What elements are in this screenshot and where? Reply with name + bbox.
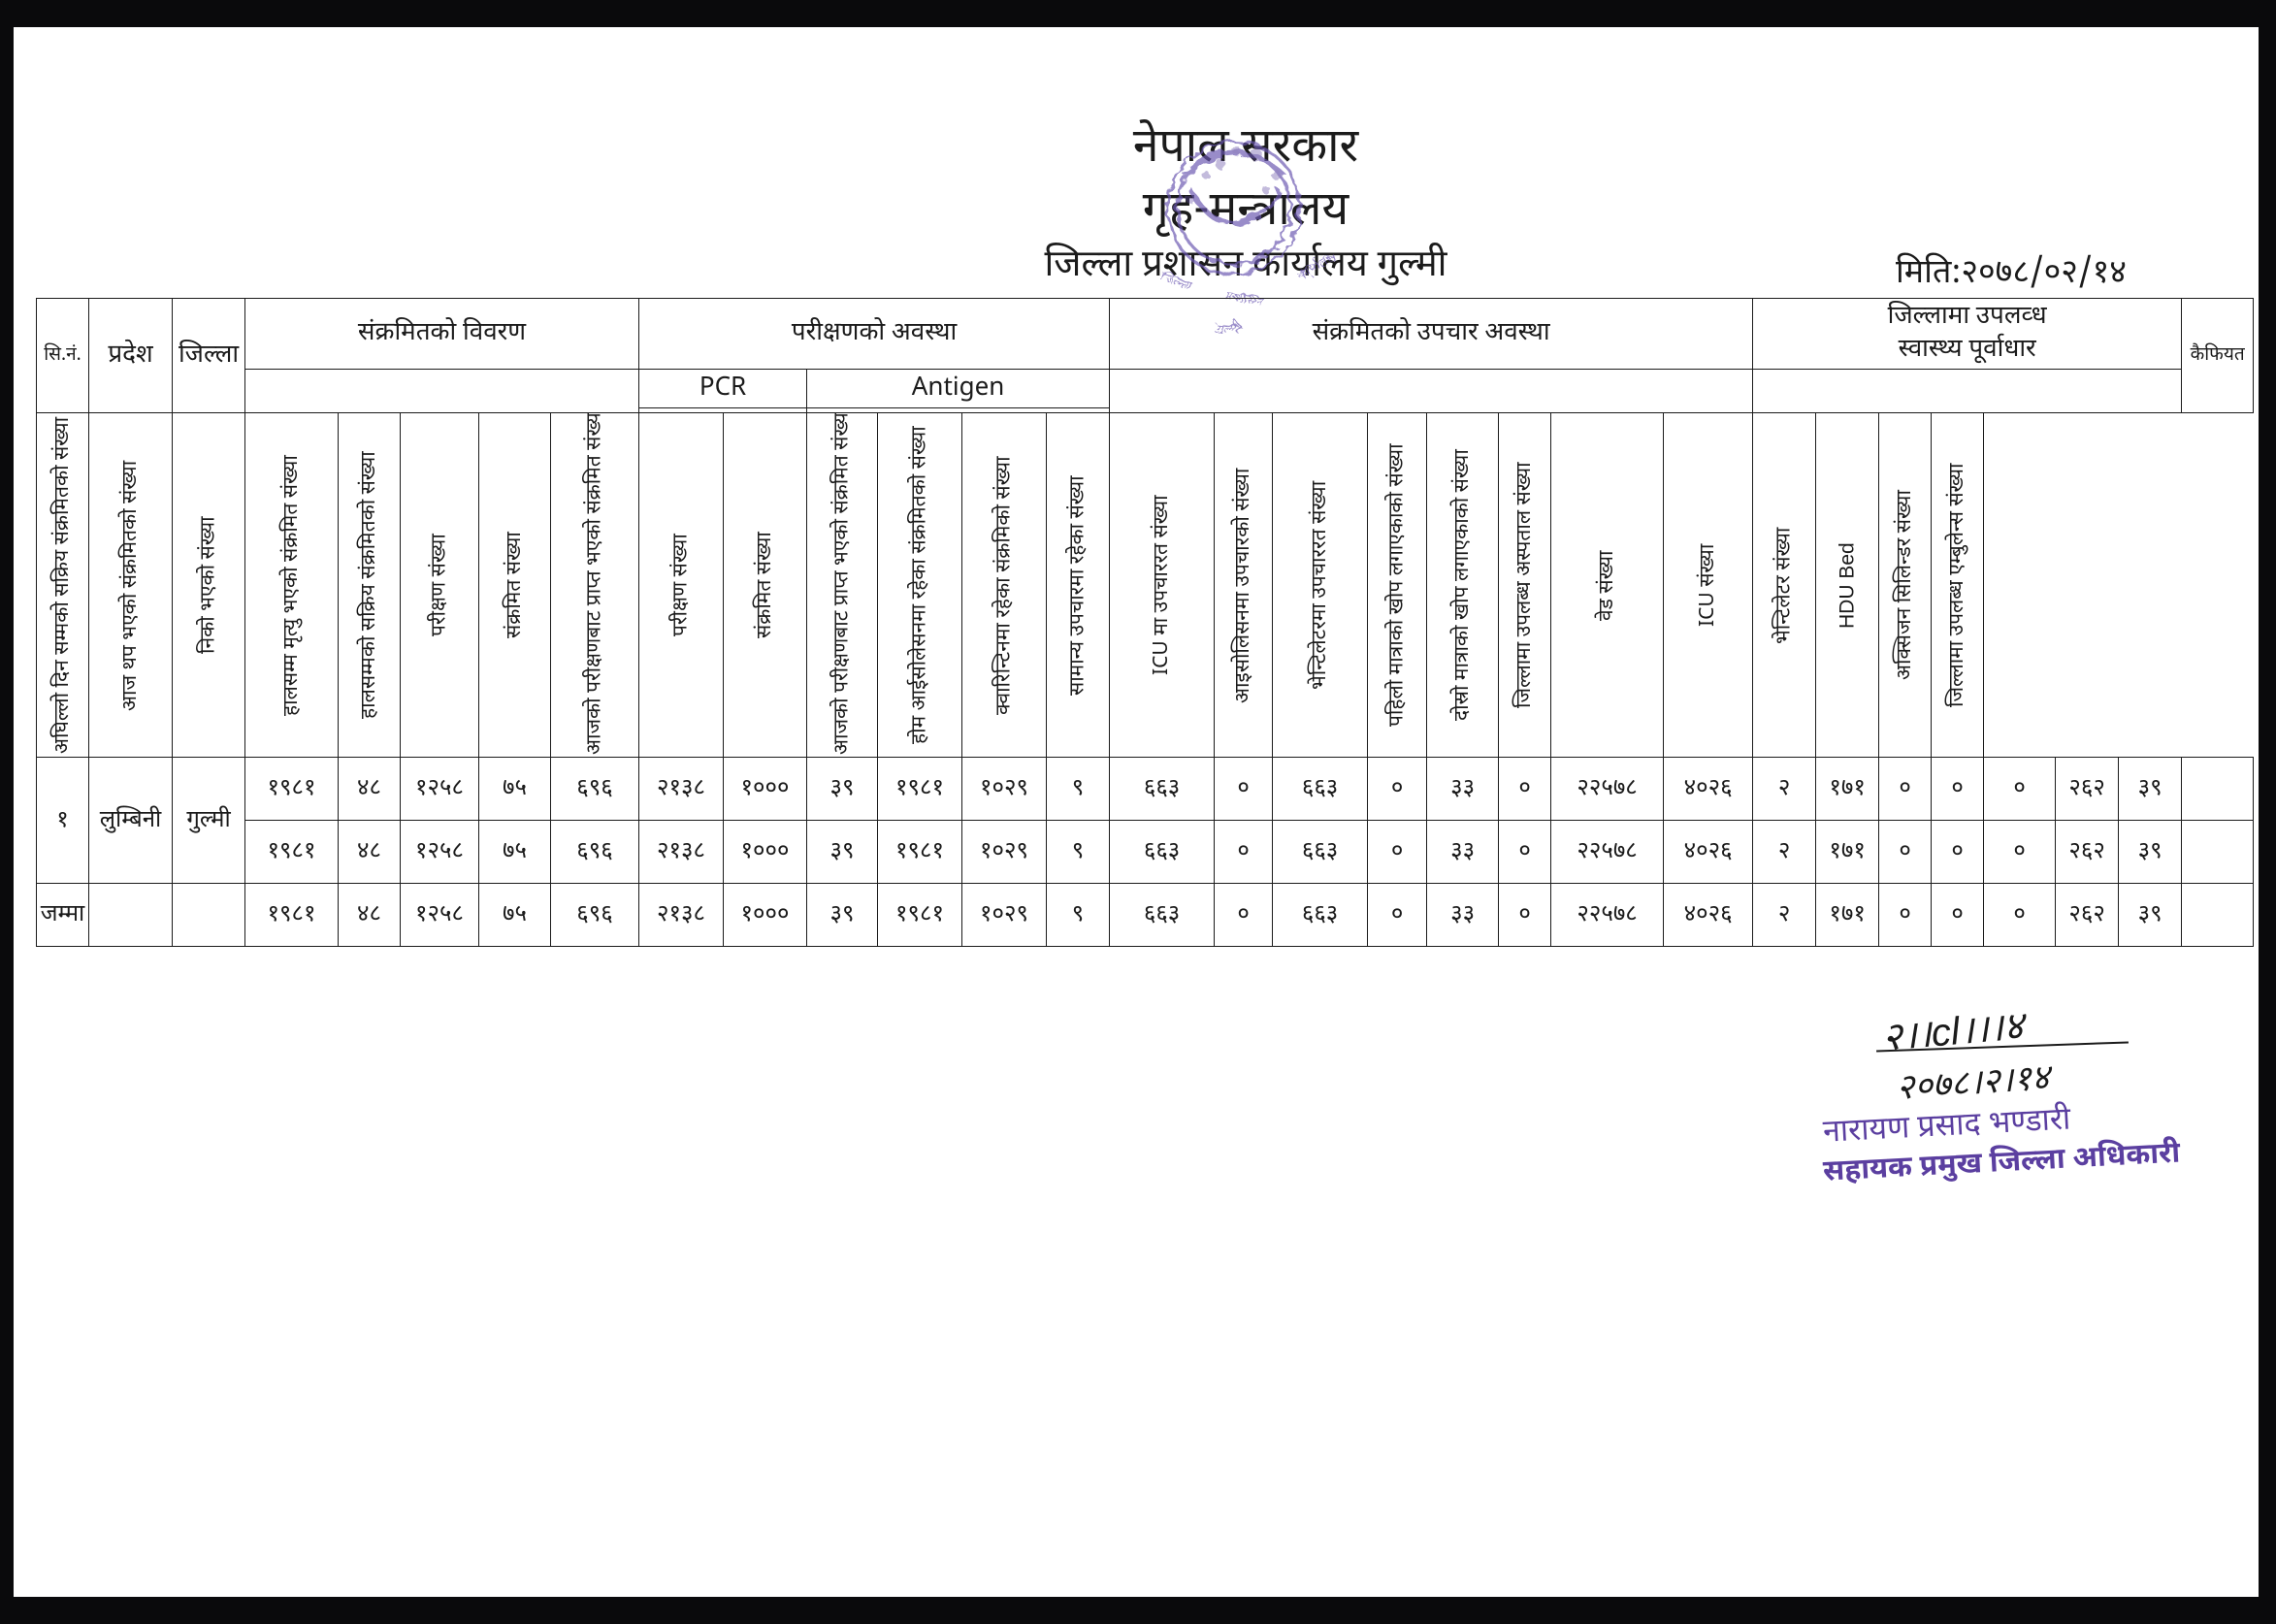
svg-text:जिल्ला: जिल्ला <box>1158 269 1194 297</box>
svg-text:कार्यालय: कार्यालय <box>1294 248 1340 285</box>
